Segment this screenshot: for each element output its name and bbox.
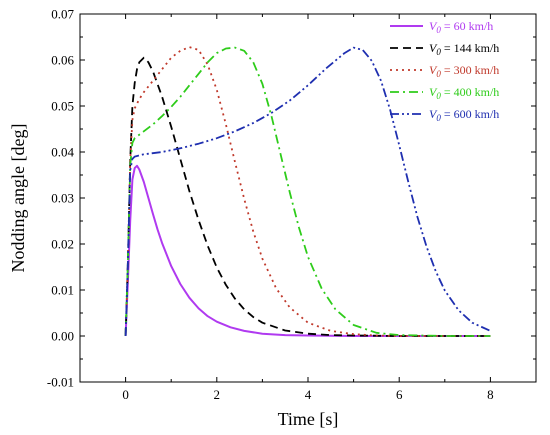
y-tick-label: 0.02: [51, 237, 74, 252]
legend-label: V0 = 144 km/h: [429, 41, 499, 57]
y-tick-label: -0.01: [47, 375, 74, 390]
legend-label: V0 = 60 km/h: [429, 19, 493, 35]
legend-var: V: [429, 107, 438, 121]
series-line: [124, 56, 491, 337]
series-layer: [124, 46, 491, 337]
series-line: [124, 164, 491, 337]
legend-var: V: [429, 63, 438, 77]
legend-rest: = 60 km/h: [441, 19, 493, 33]
y-tick-label: 0.05: [51, 99, 74, 114]
legend-sub: 0: [436, 113, 441, 123]
legend-rest: = 144 km/h: [441, 41, 499, 55]
x-tick-label: 2: [214, 387, 221, 402]
legend-sub: 0: [436, 25, 441, 35]
x-tick-label: 6: [396, 387, 403, 402]
legend-sub: 0: [436, 69, 441, 79]
y-axis-ticks: -0.01 0.00 0.01 0.02 0.03 0.04 0.05 0.06 0.07: [47, 7, 536, 390]
x-tick-label: 8: [487, 387, 494, 402]
legend: V0 = 60 km/hV0 = 144 km/hV0 = 300 km/hV0…: [390, 19, 499, 123]
y-axis-title: Nodding angle [deg]: [8, 124, 28, 273]
legend-label: V0 = 300 km/h: [429, 63, 499, 79]
legend-label: V0 = 600 km/h: [429, 107, 499, 123]
y-tick-label: 0.07: [51, 7, 74, 22]
x-tick-label: 4: [305, 387, 312, 402]
y-tick-label: 0.04: [51, 145, 74, 160]
y-tick-label: 0.00: [51, 329, 74, 344]
legend-rest: = 600 km/h: [441, 107, 499, 121]
legend-rest: = 300 km/h: [441, 63, 499, 77]
y-tick-label: 0.06: [51, 53, 74, 68]
legend-sub: 0: [436, 91, 441, 101]
legend-sub: 0: [436, 47, 441, 57]
series-line: [124, 46, 491, 337]
x-axis-title: Time [s]: [278, 409, 339, 429]
legend-rest: = 400 km/h: [441, 85, 499, 99]
x-tick-label: 0: [122, 387, 129, 402]
series-line: [124, 46, 491, 337]
legend-var: V: [429, 41, 438, 55]
x-axis-ticks: 0 2 4 6 8: [79, 14, 537, 402]
legend-var: V: [429, 85, 438, 99]
y-tick-label: 0.01: [51, 283, 74, 298]
legend-var: V: [429, 19, 438, 33]
legend-label: V0 = 400 km/h: [429, 85, 499, 101]
series-line: [124, 46, 491, 337]
y-tick-label: 0.03: [51, 191, 74, 206]
